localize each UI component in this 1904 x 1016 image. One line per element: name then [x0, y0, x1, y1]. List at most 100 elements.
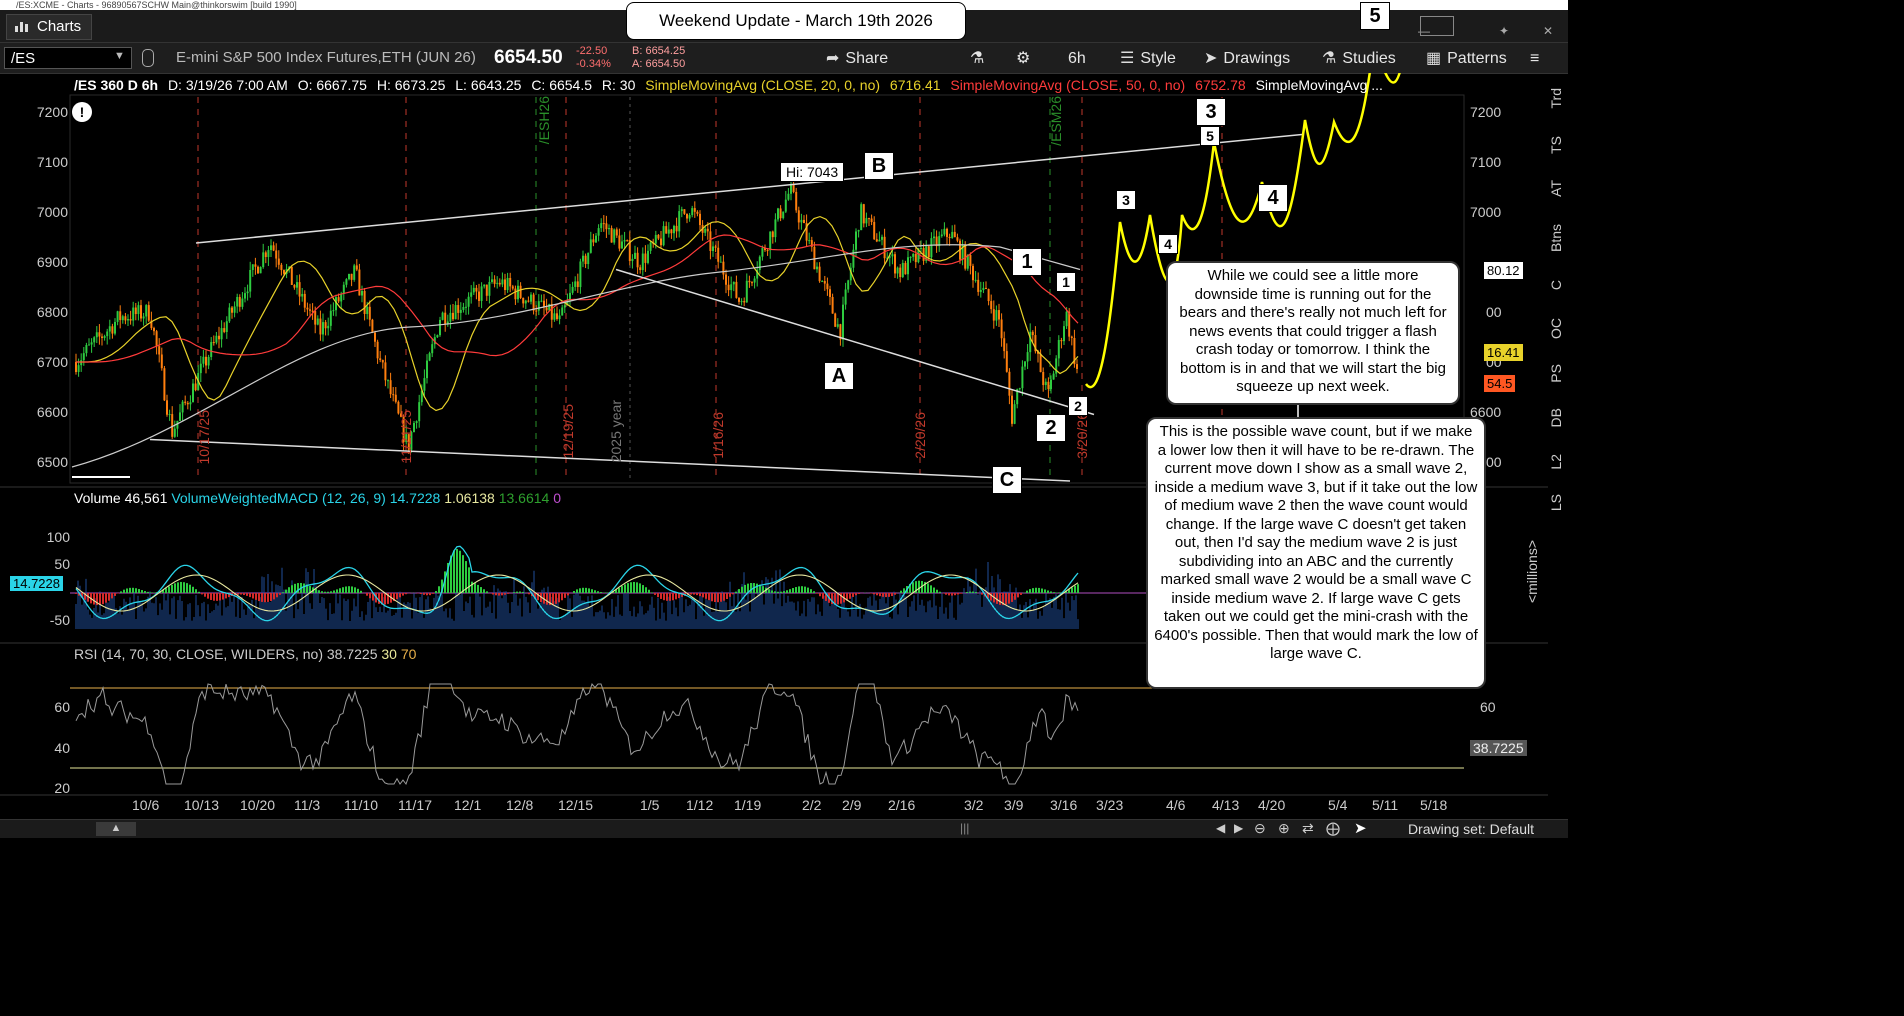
link-icon[interactable] [142, 49, 154, 67]
candle-body [678, 211, 681, 232]
menu-icon[interactable]: ≡ [1530, 50, 1540, 67]
sma200-price-tag: 80.12 [1484, 262, 1523, 279]
price-tick-right: 7100 [1470, 154, 1502, 170]
candle-body [436, 335, 439, 338]
candle-body [1026, 352, 1029, 362]
chart-canvas[interactable] [0, 73, 1548, 819]
candle-body [855, 231, 857, 250]
flask-icon[interactable]: ⚗ [970, 50, 985, 67]
candle-body [407, 434, 410, 450]
candle-body [592, 239, 595, 243]
candle-body [1034, 335, 1037, 352]
price-tick: 6700 [36, 354, 68, 370]
candle-body [452, 312, 454, 320]
pin-icon[interactable]: ✦ [1498, 24, 1510, 38]
candle-body [496, 282, 499, 284]
style-button[interactable]: ☰ Style [1120, 47, 1176, 71]
candle-body [264, 252, 267, 258]
cursor-icon[interactable]: ➤ [1354, 820, 1367, 837]
side-tab-btns[interactable]: Btns [1548, 224, 1564, 253]
candle-body [883, 236, 886, 259]
side-tab-ts[interactable]: TS [1548, 136, 1564, 154]
candle-body [444, 312, 447, 324]
time-axis-label: 5/4 [1328, 797, 1348, 813]
scroll-right-icon[interactable]: ▶ [1234, 821, 1244, 835]
chevron-down-icon[interactable]: ▼ [114, 50, 125, 62]
time-axis-label: 10/20 [240, 797, 276, 813]
candle-body [223, 328, 226, 332]
candle-body [628, 240, 631, 262]
candle-body [933, 236, 935, 239]
candle-body [839, 324, 842, 340]
zoom-in-icon[interactable]: ⊕ [1278, 820, 1290, 836]
candle-body [636, 252, 639, 268]
candle-body [233, 306, 236, 313]
candle-body [556, 313, 558, 320]
close-icon[interactable]: ✕ [1542, 24, 1554, 38]
symbol-input[interactable]: /ES [4, 47, 132, 69]
candle-body [363, 290, 366, 314]
share-button[interactable]: ➦ Share [826, 47, 888, 71]
sma50-label: SimpleMovingAvg (CLOSE, 50, 0, no) [950, 77, 1186, 93]
candle-body [657, 234, 660, 239]
candle-body [225, 321, 228, 332]
charts-tab[interactable]: Charts [6, 14, 93, 40]
candle-body [940, 234, 943, 237]
side-tab-at[interactable]: AT [1548, 180, 1564, 197]
time-axis-label: 11/3 [294, 797, 321, 813]
drawing-set-selector[interactable]: Drawing set: Default [1407, 821, 1534, 837]
candle-body [667, 229, 670, 234]
timeframe-button[interactable]: 6h [1068, 47, 1086, 71]
scroll-left-icon[interactable]: ◀ [1216, 821, 1226, 835]
candle-body [743, 301, 746, 303]
info-close: C: 6654.5 [531, 77, 593, 93]
expand-icon[interactable]: ▲ [96, 822, 136, 836]
zoom-out-icon[interactable]: ⊖ [1254, 820, 1266, 836]
candle-body [431, 344, 434, 354]
candle-body [106, 331, 109, 337]
candle-body [894, 254, 896, 274]
wave-label-5-small-projected: 5 [1200, 126, 1220, 146]
side-tab-oc[interactable]: OC [1548, 318, 1564, 339]
patterns-icon: ▦ [1426, 50, 1442, 67]
side-tab-trd[interactable]: Trd [1548, 88, 1564, 109]
candle-body [982, 287, 985, 290]
side-tab-c[interactable]: C [1548, 280, 1564, 291]
candle-body [1070, 336, 1073, 338]
candle-body [582, 255, 584, 262]
price-change: -22.50 -0.34% [576, 45, 611, 71]
candle-body [158, 346, 161, 355]
candle-body [374, 332, 376, 342]
pan-icon[interactable]: ⇄ [1302, 820, 1314, 836]
candle-body [254, 264, 257, 267]
minimize-button[interactable]: — [1418, 24, 1430, 38]
side-tab-db[interactable]: DB [1548, 408, 1564, 428]
candle-body [803, 219, 805, 224]
candle-body [1055, 358, 1058, 374]
candle-body [587, 252, 590, 265]
candle-body [810, 240, 813, 247]
candle-body [277, 258, 280, 265]
time-axis-label: 4/13 [1212, 797, 1240, 813]
side-tab-l2[interactable]: L2 [1548, 454, 1564, 470]
patterns-button[interactable]: ▦ Patterns [1426, 47, 1507, 71]
drawings-button[interactable]: ➤ Drawings [1204, 47, 1290, 71]
candle-body [353, 265, 356, 280]
last-price-tag: 54.5 [1484, 375, 1516, 392]
candle-body [566, 299, 569, 306]
candle-body [506, 277, 509, 291]
bid-value: B: 6654.25 [632, 45, 686, 57]
wave-label-1-small: 1 [1056, 272, 1076, 292]
window-box-icon[interactable] [1420, 16, 1454, 36]
candle-body [202, 356, 205, 364]
candle-body [548, 304, 551, 311]
candle-body [394, 394, 397, 402]
gear-icon[interactable]: ⚙ [1016, 50, 1031, 67]
candle-body [584, 255, 587, 265]
side-tab-ls[interactable]: LS [1548, 494, 1564, 512]
side-tab-ps[interactable]: PS [1548, 364, 1564, 383]
crosshair-icon[interactable]: ⨁ [1326, 820, 1340, 836]
studies-button[interactable]: ⚗ Studies [1322, 47, 1396, 71]
scroll-grip-icon[interactable]: ||| [960, 821, 970, 835]
alert-icon[interactable]: ! [72, 102, 92, 122]
